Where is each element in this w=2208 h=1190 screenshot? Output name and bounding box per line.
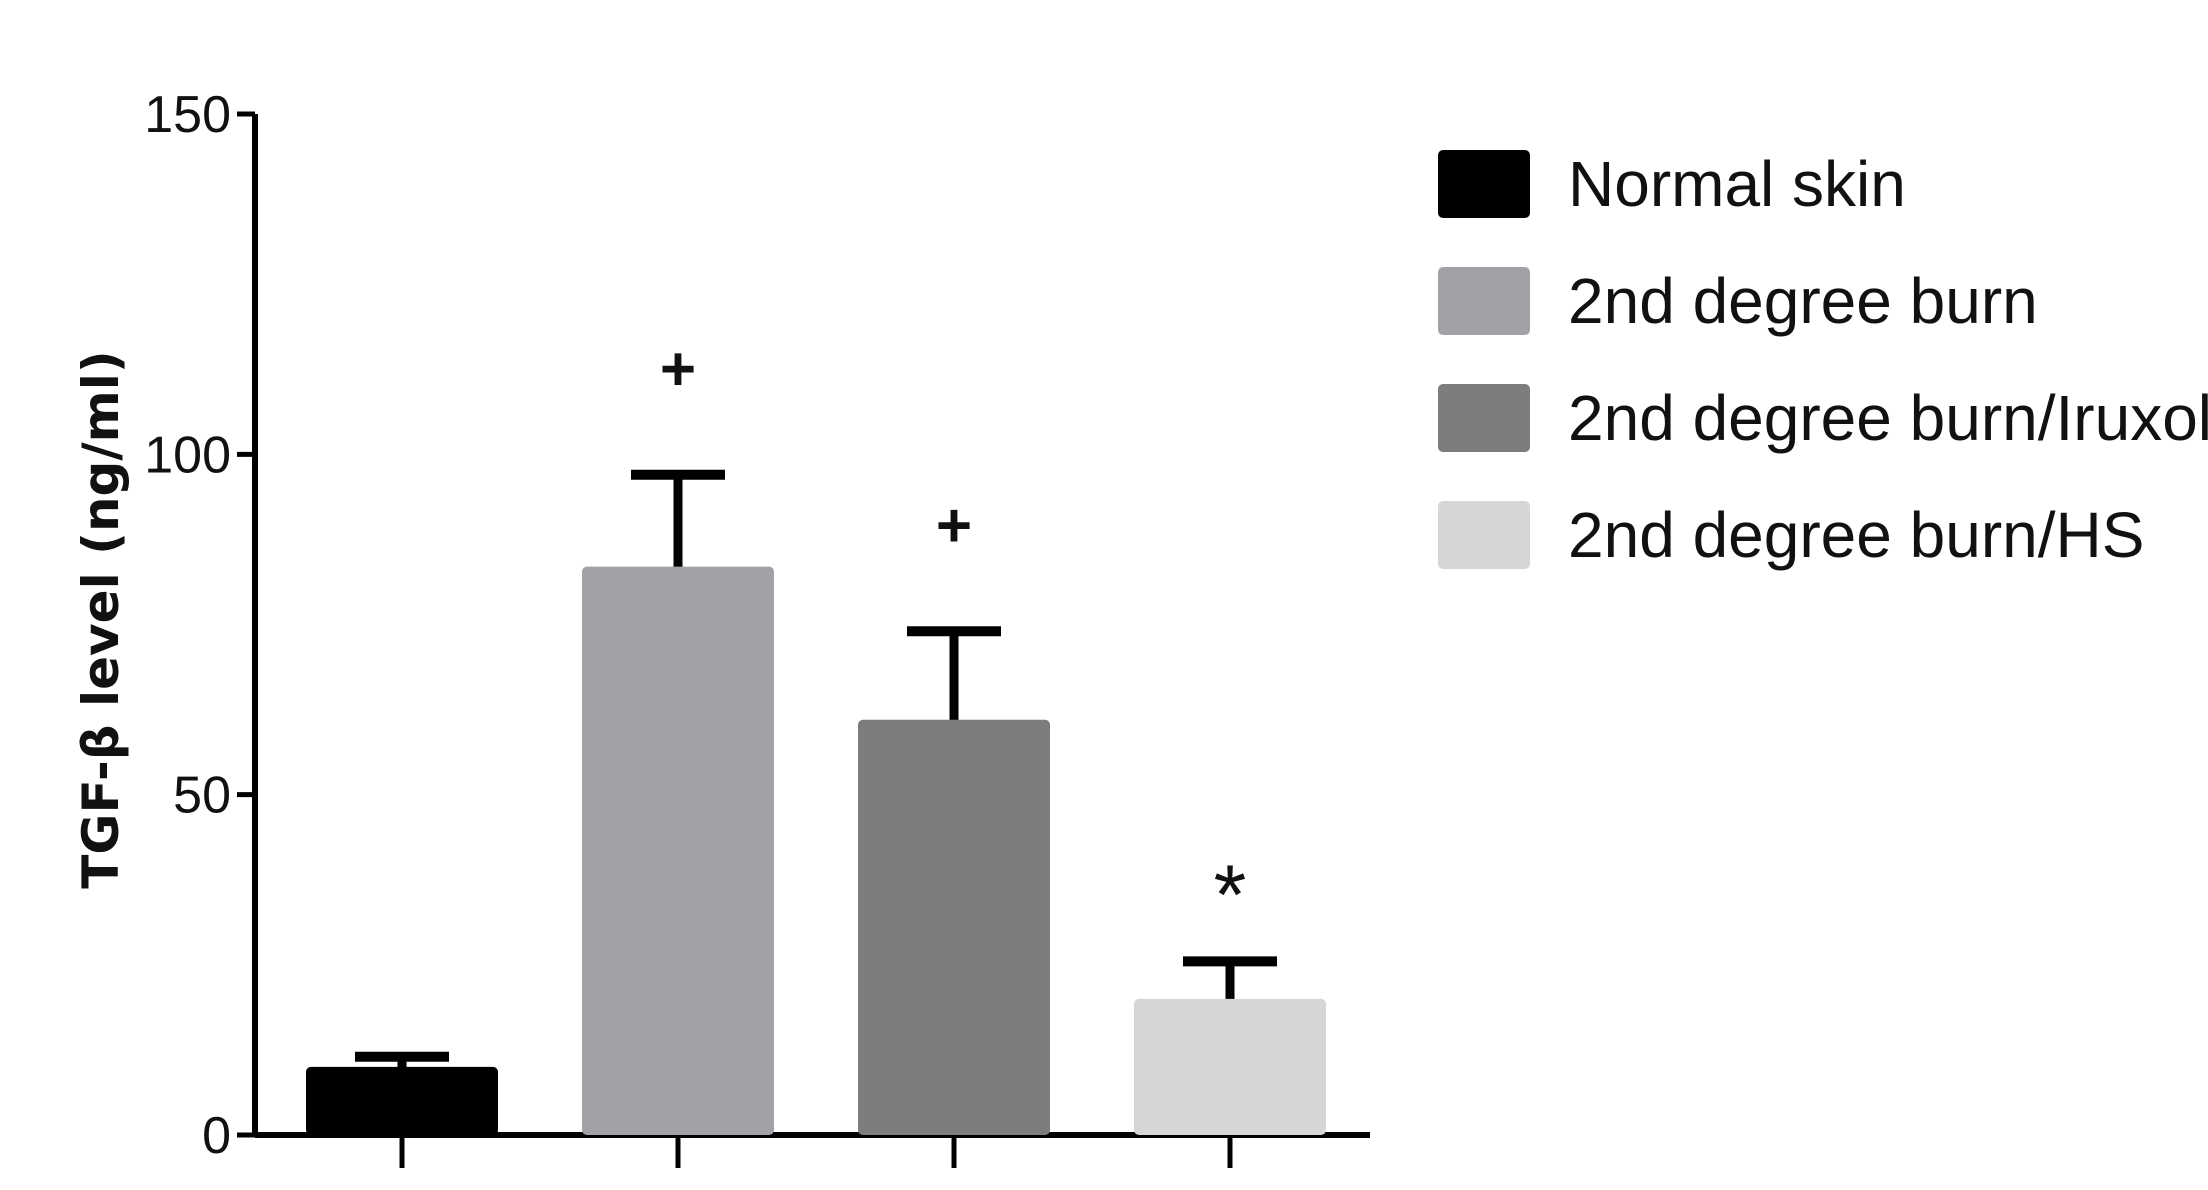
legend-label: Normal skin — [1568, 148, 1906, 220]
y-tick-label: 0 — [202, 1107, 231, 1165]
significance-marker: + — [936, 491, 972, 560]
significance-marker: + — [660, 335, 696, 404]
y-axis-label: TGF-β level (ng/ml) — [72, 350, 130, 888]
legend-label: 2nd degree burn — [1568, 265, 2038, 337]
legend-swatch — [1438, 501, 1530, 569]
bar — [858, 719, 1050, 1135]
legend-label: 2nd degree burn/HS — [1568, 499, 2144, 571]
bar — [582, 566, 774, 1135]
y-tick-label: 50 — [173, 767, 231, 825]
legend-swatch — [1438, 267, 1530, 335]
chart-bars: + + * — [306, 335, 1326, 1135]
chart-legend: Normal skin 2nd degree burn 2nd degree bur… — [1438, 148, 2208, 571]
legend-label: 2nd degree burn/Iruxol — [1568, 382, 2208, 454]
bar — [306, 1066, 498, 1135]
y-tick-label: 150 — [144, 86, 231, 144]
legend-swatch — [1438, 384, 1530, 452]
legend-swatch — [1438, 150, 1530, 218]
significance-marker: * — [1214, 847, 1247, 941]
bar — [1134, 998, 1326, 1135]
y-tick-label: 100 — [144, 426, 231, 484]
